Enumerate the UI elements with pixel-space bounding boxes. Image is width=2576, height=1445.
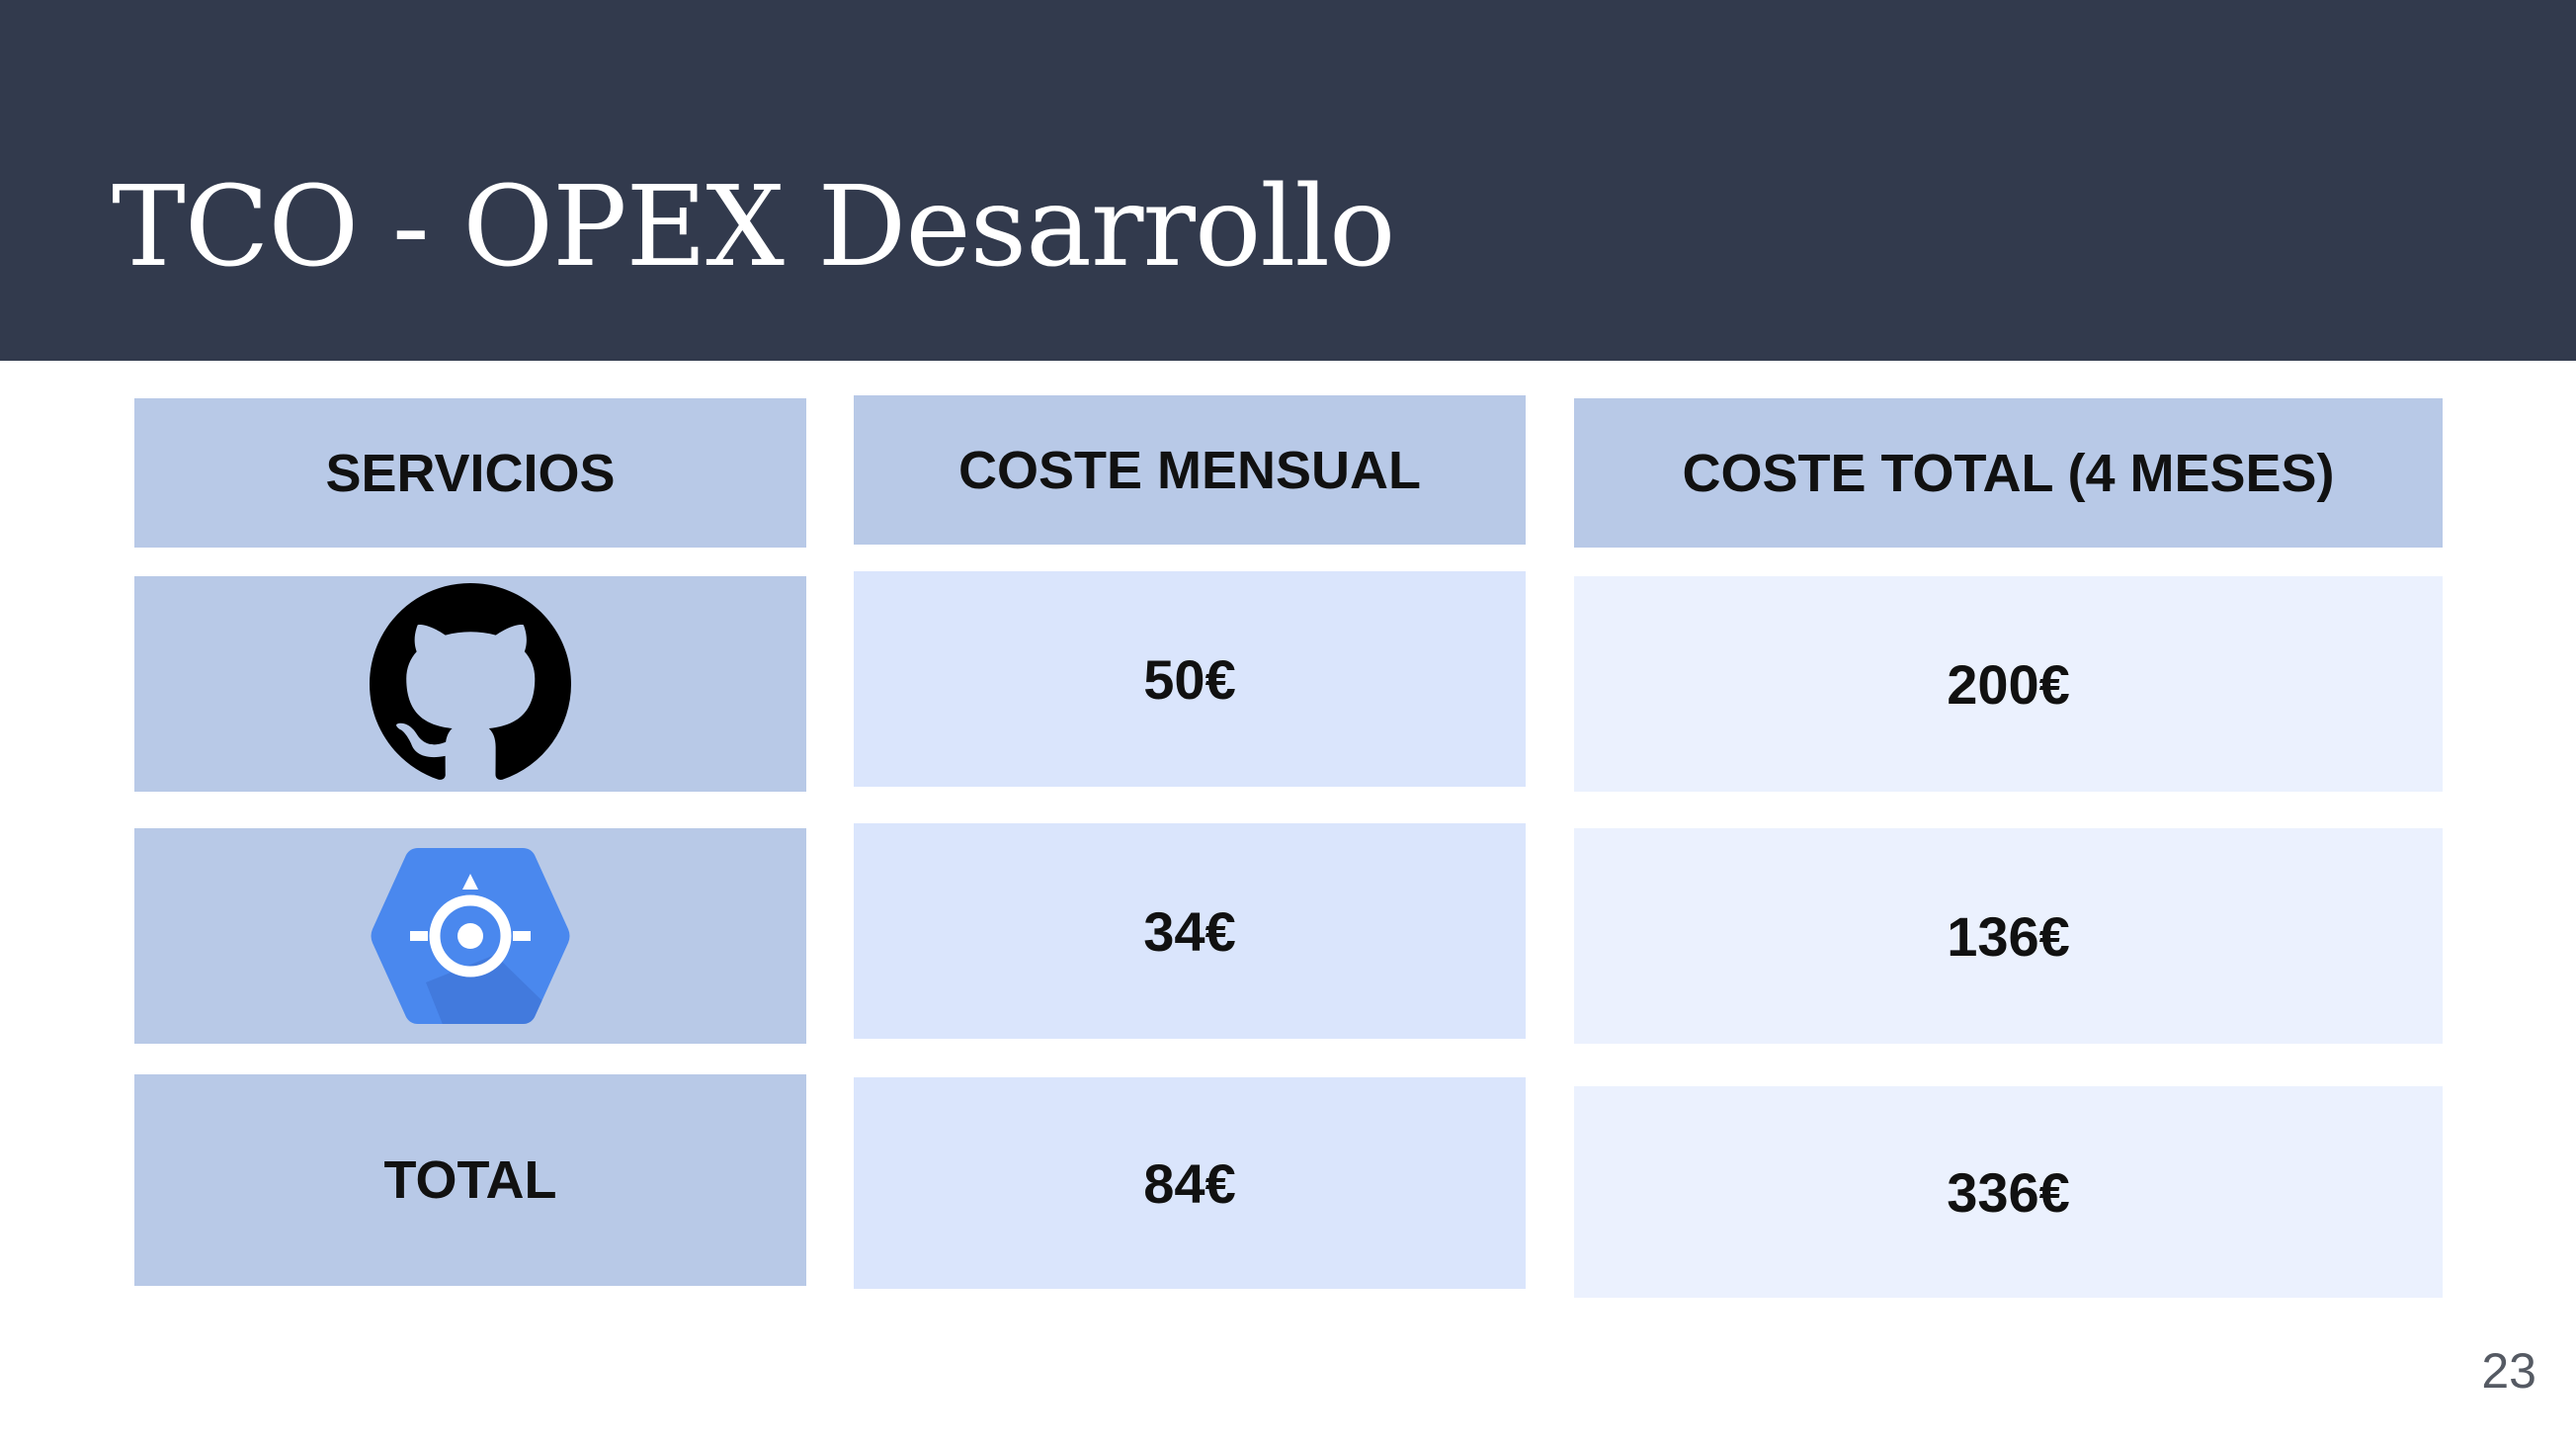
header-servicios: SERVICIOS (134, 398, 806, 548)
service-app-engine-cell (134, 828, 806, 1044)
header-coste-mensual: COSTE MENSUAL (854, 395, 1526, 545)
page-number: 23 (2481, 1343, 2536, 1399)
github-icon (370, 583, 571, 780)
service-github-cell (134, 576, 806, 792)
slide-title: TCO - OPEX Desarrollo (112, 163, 1395, 292)
google-app-engine-icon (371, 848, 570, 1024)
total-overall-cost: 336€ (1574, 1086, 2443, 1298)
github-monthly-cost: 50€ (854, 571, 1526, 787)
github-total-cost: 200€ (1574, 576, 2443, 792)
app-engine-total-cost: 136€ (1574, 828, 2443, 1044)
header-coste-total: COSTE TOTAL (4 MESES) (1574, 398, 2443, 548)
app-engine-monthly-cost: 34€ (854, 823, 1526, 1039)
total-label: TOTAL (134, 1074, 806, 1286)
total-monthly-cost: 84€ (854, 1077, 1526, 1289)
title-band: TCO - OPEX Desarrollo (0, 0, 2576, 361)
